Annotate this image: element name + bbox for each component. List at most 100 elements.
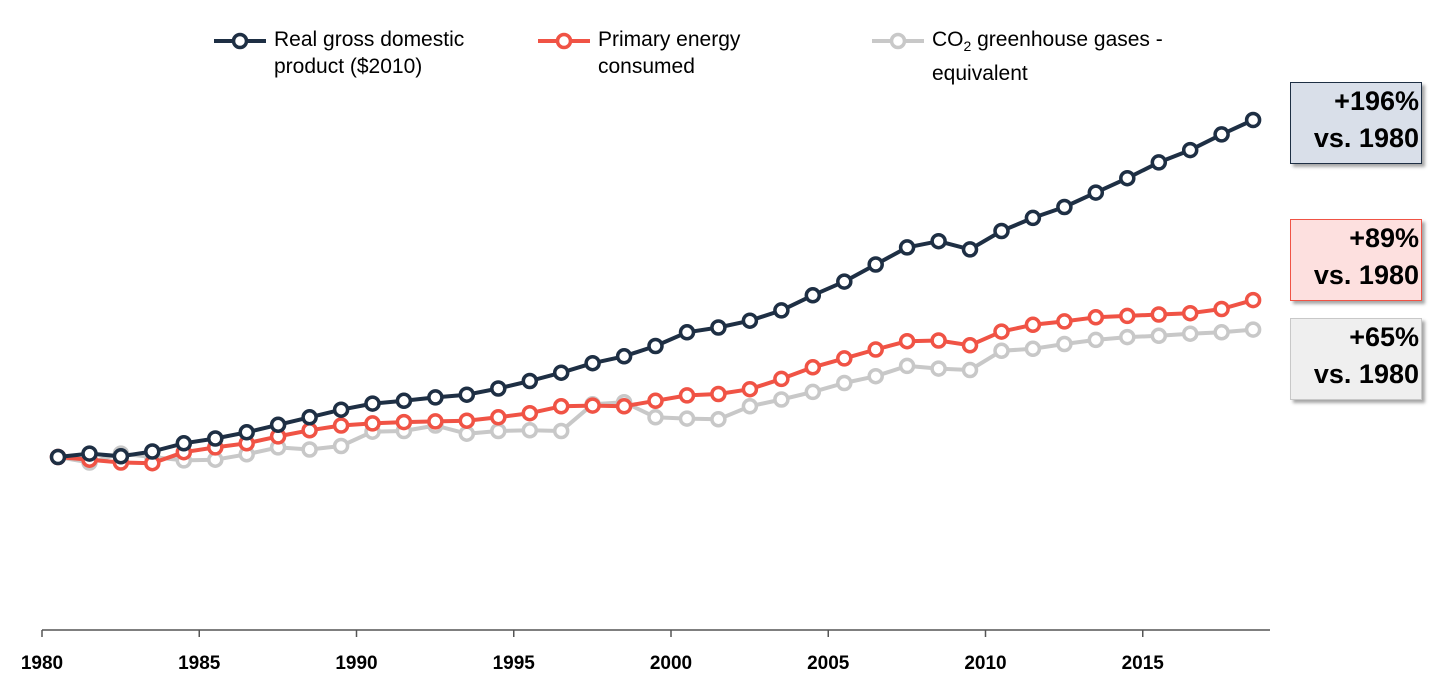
- point-gdp-1995: [521, 372, 539, 390]
- x-tick-label-1985: 1985: [178, 653, 221, 674]
- point-energy-2004: [804, 359, 822, 376]
- point-energy-1996: [552, 398, 570, 415]
- point-energy-1998: [615, 398, 633, 415]
- point-co2-1995: [521, 422, 539, 439]
- point-gdp-2001: [710, 319, 727, 336]
- point-gdp-1992: [427, 389, 444, 406]
- point-energy-2006: [867, 341, 884, 358]
- x-tick-label-2000: 2000: [650, 653, 692, 674]
- point-gdp-1984: [175, 435, 193, 452]
- point-gdp-1994: [490, 380, 507, 397]
- point-co2-1996: [552, 422, 570, 440]
- point-co2-2001: [710, 411, 727, 428]
- point-energy-1992: [427, 413, 444, 430]
- series-gdp: [49, 111, 1262, 466]
- series-line-energy: [57, 298, 1254, 466]
- point-co2-2003: [773, 391, 790, 408]
- series-group: [49, 111, 1262, 472]
- point-gdp-1990: [364, 395, 381, 412]
- point-gdp-1993: [458, 386, 476, 403]
- point-energy-1997: [584, 397, 601, 414]
- point-energy-2013: [1087, 309, 1105, 326]
- point-gdp-2013: [1087, 184, 1105, 201]
- point-energy-1999: [647, 392, 664, 410]
- point-energy-2003: [773, 370, 790, 388]
- point-energy-2000: [678, 387, 696, 404]
- point-gdp-1989: [332, 401, 350, 418]
- point-energy-2017: [1213, 300, 1230, 318]
- legend-swatch-gdp: [214, 32, 266, 50]
- x-tick-label-2015: 2015: [1122, 653, 1165, 674]
- point-co2-1994: [490, 422, 507, 440]
- point-gdp-1985: [207, 430, 224, 447]
- point-energy-2015: [1150, 306, 1168, 323]
- point-energy-1994: [490, 409, 507, 426]
- point-co2-2014: [1119, 328, 1136, 346]
- point-energy-2007: [898, 332, 916, 350]
- point-energy-2011: [1024, 316, 1042, 334]
- point-gdp-2006: [867, 256, 884, 273]
- point-energy-1993: [458, 412, 476, 429]
- point-gdp-2010: [993, 222, 1010, 240]
- point-co2-1993: [458, 425, 476, 442]
- point-co2-2002: [741, 398, 759, 415]
- point-energy-1989: [332, 417, 350, 434]
- point-co2-1988: [301, 441, 318, 458]
- point-co2-2018: [1244, 321, 1262, 338]
- point-gdp-1980: [49, 448, 67, 466]
- point-co2-1999: [647, 409, 664, 426]
- point-co2-2015: [1150, 327, 1168, 345]
- point-gdp-1982: [112, 448, 130, 465]
- callout-co2-pct: +65%: [1349, 322, 1419, 352]
- point-energy-2001: [710, 385, 727, 403]
- x-axis: 1980 1985 1990 1995 2000 2005 2010 2015: [21, 629, 1270, 674]
- point-co2-2013: [1087, 331, 1105, 349]
- x-tick-label-1995: 1995: [493, 653, 536, 674]
- point-energy-2009: [961, 337, 979, 354]
- point-co2-2012: [1056, 335, 1073, 353]
- point-energy-1991: [395, 413, 413, 431]
- point-gdp-2012: [1056, 198, 1073, 216]
- point-gdp-2000: [678, 324, 696, 341]
- point-gdp-1999: [647, 337, 664, 355]
- point-co2-1989: [332, 437, 350, 455]
- point-energy-2005: [836, 350, 853, 367]
- point-energy-2002: [741, 380, 759, 398]
- point-co2-2011: [1024, 340, 1042, 358]
- point-co2-2007: [898, 357, 916, 375]
- point-gdp-2015: [1150, 154, 1168, 171]
- point-gdp-1997: [584, 354, 601, 372]
- point-gdp-1981: [81, 445, 98, 462]
- point-co2-2010: [993, 342, 1010, 360]
- point-co2-2017: [1213, 324, 1230, 341]
- point-gdp-1987: [269, 416, 287, 434]
- x-tick-label-2010: 2010: [964, 653, 1006, 674]
- point-gdp-1998: [615, 348, 633, 365]
- callout-gdp-pct: +196%: [1334, 86, 1419, 116]
- legend-swatch-co2: [872, 32, 924, 50]
- point-energy-1988: [301, 422, 318, 439]
- point-gdp-1986: [238, 424, 255, 441]
- point-gdp-2004: [804, 287, 822, 304]
- x-tick-label-1980: 1980: [21, 653, 63, 674]
- point-energy-2008: [930, 332, 947, 349]
- point-gdp-2007: [898, 239, 916, 256]
- callout-energy-ref: vs. 1980: [1313, 260, 1419, 290]
- point-co2-2016: [1181, 325, 1199, 342]
- point-gdp-2002: [741, 312, 759, 329]
- legend-swatch-energy: [538, 32, 590, 50]
- point-energy-2014: [1119, 307, 1136, 325]
- point-gdp-1983: [144, 443, 161, 460]
- legend-label-gdp: Real gross domestic product ($2010): [274, 28, 465, 78]
- point-gdp-2009: [961, 241, 979, 258]
- point-energy-1995: [521, 404, 539, 422]
- point-gdp-2017: [1213, 126, 1230, 143]
- legend-label-co2: CO2 greenhouse gases - equivalent: [932, 28, 1163, 86]
- point-gdp-1988: [301, 409, 318, 426]
- point-gdp-2018: [1244, 111, 1262, 129]
- point-co2-2006: [867, 367, 884, 385]
- point-co2-2009: [961, 361, 979, 379]
- point-energy-2016: [1181, 304, 1199, 322]
- callout-co2-ref: vs. 1980: [1313, 359, 1419, 389]
